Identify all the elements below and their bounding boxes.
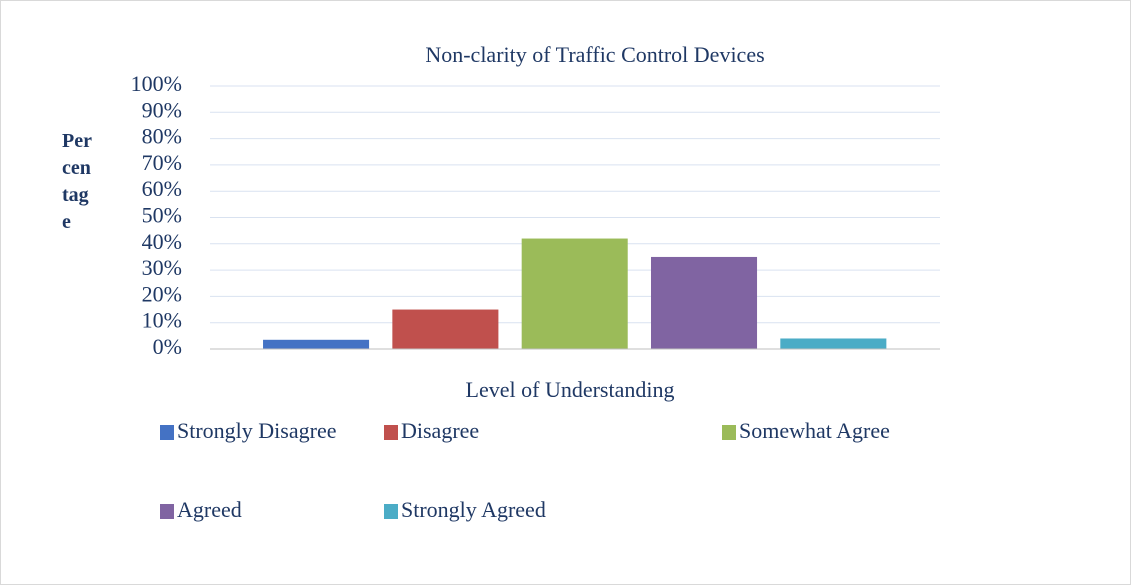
legend-label: Somewhat Agree [739,418,890,443]
legend-label: Strongly Disagree [177,418,336,443]
bar [650,256,758,349]
y-tick-label: 60% [142,176,182,201]
y-tick-label: 30% [142,255,182,280]
y-tick-label: 50% [142,203,182,228]
x-axis-label: Level of Understanding [466,377,675,402]
y-tick-label: 10% [142,308,182,333]
legend-label: Strongly Agreed [401,497,546,522]
y-tick-label: 70% [142,150,182,175]
legend-label: Disagree [401,418,479,443]
legend-swatch [160,425,174,440]
chart-title: Non-clarity of Traffic Control Devices [425,42,764,67]
legend-swatch [722,425,736,440]
legend-swatch [384,425,398,440]
legend-label: Agreed [177,497,242,522]
y-tick-label: 90% [142,97,182,122]
y-tick-label: 80% [142,124,182,149]
y-axis-label: Percentage [62,130,92,233]
y-tick-label: 100% [131,71,182,96]
bar [263,339,370,349]
legend-swatch [160,504,174,519]
y-tick-label: 20% [142,281,182,306]
bar [780,338,887,349]
y-tick-label: 40% [142,229,182,254]
bar [521,238,628,349]
legend-swatch [384,504,398,519]
bar [392,309,499,349]
y-tick-label: 0% [153,334,182,359]
